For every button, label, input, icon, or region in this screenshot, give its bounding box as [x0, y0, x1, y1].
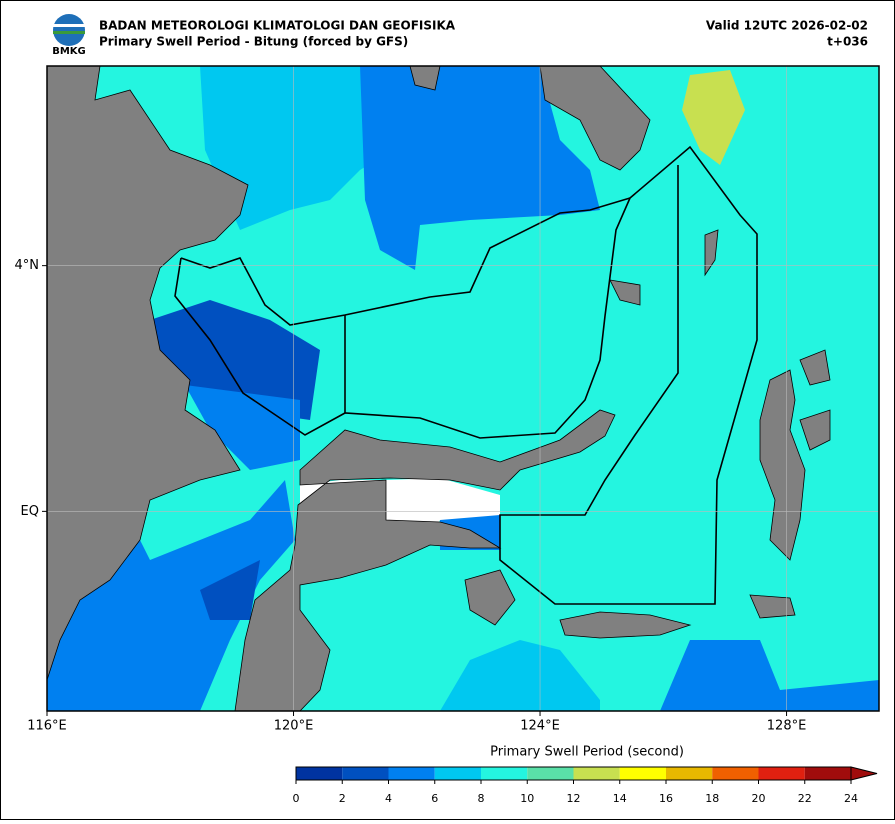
land-islands-north [609, 229, 719, 306]
land-islands-south [464, 569, 796, 639]
y-tick-label: 4°N [15, 258, 40, 273]
colorbar-bin [804, 767, 851, 780]
field-4-6 [660, 640, 879, 711]
field-4-6 [47, 480, 295, 711]
subtitle: Primary Swell Period - Bitung (forced by… [99, 35, 408, 49]
colorbar-bin [712, 767, 759, 780]
colorbar-bin [758, 767, 805, 780]
logo-circle [53, 14, 85, 46]
land-island [409, 66, 441, 91]
colorbar-tick-label: 22 [798, 792, 812, 805]
colorbar-tick-label: 12 [567, 792, 581, 805]
colorbar-tick-label: 16 [659, 792, 673, 805]
land-halmahera [759, 349, 831, 561]
colorbar-bin [388, 767, 435, 780]
colorbar-bin [666, 767, 713, 780]
map-area [47, 66, 879, 711]
zone-boundary [180, 197, 631, 326]
colorbar: 0 2 4 6 8 10 12 14 16 18 20 22 24 [293, 766, 878, 805]
x-tick-label: 128°E [767, 719, 807, 734]
colorbar-tick-label: 4 [385, 792, 392, 805]
colorbar-tick-label: 18 [705, 792, 719, 805]
colorbar-label: Primary Swell Period (second) [490, 745, 684, 760]
field-2-4 [200, 560, 260, 620]
colorbar-tick-label: 14 [613, 792, 627, 805]
colorbar-tick-label: 8 [478, 792, 485, 805]
grid [47, 66, 879, 711]
colorbar-tick-label: 20 [752, 792, 766, 805]
lead-time: t+036 [827, 35, 868, 49]
y-tick-label: EQ [21, 504, 39, 519]
field-6-8 [440, 640, 600, 711]
x-tick-label: 120°E [274, 719, 314, 734]
x-tick-label: 124°E [520, 719, 560, 734]
colorbar-tick-label: 6 [431, 792, 438, 805]
colorbar-bin [481, 767, 528, 780]
colorbar-bin [296, 767, 343, 780]
axes: 116°E 120°E 124°E 128°E EQ 4°N [15, 258, 807, 733]
colorbar-bin [619, 767, 666, 780]
title: BADAN METEOROLOGI KLIMATOLOGI DAN GEOFIS… [99, 19, 456, 33]
x-tick-label: 116°E [27, 719, 67, 734]
map-border [46, 65, 880, 712]
zone-boundary [174, 145, 758, 605]
valid-time: Valid 12UTC 2026-02-02 [706, 19, 868, 33]
colorbar-bin [434, 767, 481, 780]
colorbar-bin [527, 767, 574, 780]
logo: BMKG [52, 14, 86, 57]
colorbar-tick-label: 2 [339, 792, 346, 805]
logo-text: BMKG [52, 46, 86, 57]
land-borneo [47, 66, 249, 681]
colorbar-tick-label: 24 [844, 792, 858, 805]
logo-stripe [53, 24, 85, 27]
field-4-6 [185, 385, 300, 470]
colorbar-bin [342, 767, 389, 780]
land-mindanao [539, 66, 651, 171]
colorbar-tick-label: 0 [293, 792, 300, 805]
logo-stripe [53, 31, 85, 34]
field-12-14 [682, 70, 745, 165]
colorbar-bin [573, 767, 620, 780]
colorbar-tick-label: 10 [520, 792, 534, 805]
